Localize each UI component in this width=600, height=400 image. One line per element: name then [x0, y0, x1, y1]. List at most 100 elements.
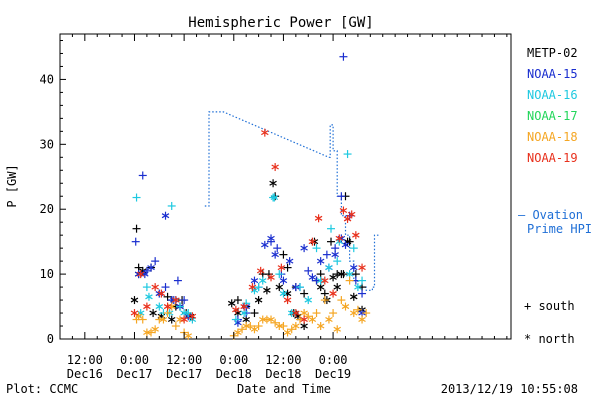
north-marker-arm [308, 317, 317, 323]
north-marker [269, 179, 277, 188]
north-marker-arm [263, 287, 271, 293]
north-marker-arm [130, 297, 139, 303]
south-marker [279, 250, 288, 259]
north-marker [155, 302, 164, 311]
south-marker [171, 322, 180, 331]
north-marker-arm [335, 235, 344, 241]
north-marker [350, 263, 358, 272]
north-marker-arm [331, 252, 339, 258]
north-marker-arm [248, 284, 257, 290]
north-marker [331, 250, 339, 259]
north-marker [130, 296, 139, 305]
north-marker [172, 296, 180, 305]
north-marker [188, 312, 197, 321]
south-marker [343, 150, 352, 159]
north-marker-arm [145, 294, 153, 300]
y-axis: 0 10 20 30 40 [40, 39, 66, 346]
north-marker [283, 296, 292, 305]
north-marker [147, 263, 155, 272]
north-marker [151, 283, 159, 292]
north-marker [308, 237, 317, 246]
footer-right: 2013/12/19 10:55:08 [441, 382, 578, 396]
north-marker-arm [240, 304, 248, 310]
north-marker [151, 325, 159, 334]
north-marker [256, 266, 265, 275]
south-marker [283, 263, 292, 272]
south-marker [287, 325, 296, 334]
north-marker-arm [343, 216, 352, 222]
north-marker-arm [358, 310, 366, 316]
north-marker [130, 309, 139, 318]
north-marker-arm [232, 307, 240, 313]
north-marker [350, 309, 358, 318]
north-marker-arm [343, 239, 352, 245]
north-marker-arm [350, 294, 358, 300]
north-marker [159, 315, 168, 324]
north-marker-arm [279, 291, 288, 297]
ovation-label-line1: — Ovation [518, 208, 583, 222]
north-marker-arm [134, 313, 143, 319]
north-marker-arm [316, 284, 325, 290]
north-marker [275, 322, 284, 331]
south-marker [337, 296, 346, 305]
south-marker [180, 296, 189, 305]
marker-layer [130, 52, 371, 340]
north-marker-arm [292, 323, 300, 329]
x-tick-label-date: Dec17 [166, 367, 202, 381]
x-tick-label-date: Dec17 [116, 367, 152, 381]
y-tick-label: 20 [40, 202, 54, 216]
x-tick-label-date: Dec19 [315, 367, 351, 381]
north-marker [308, 315, 317, 324]
south-marker [231, 315, 240, 324]
plot-frame [59, 33, 512, 340]
legend-entry-metp-02: METP-02 [527, 46, 578, 60]
north-marker [248, 283, 257, 292]
south-marker [184, 309, 193, 318]
south-marker [327, 224, 336, 233]
north-marker [283, 328, 292, 337]
north-marker-arm [341, 242, 350, 248]
north-marker [180, 315, 188, 324]
north-marker-arm [277, 265, 286, 271]
north-marker [270, 193, 279, 202]
south-marker [279, 322, 288, 331]
north-marker-arm [161, 213, 170, 219]
north-marker [261, 240, 269, 249]
south-marker [358, 276, 367, 285]
south-marker [155, 315, 164, 324]
south-marker [327, 237, 336, 246]
south-marker [329, 309, 338, 318]
north-marker [300, 244, 308, 253]
south-marker [312, 244, 321, 253]
south-marker [262, 315, 271, 324]
north-marker [271, 163, 279, 172]
north-marker-arm [147, 265, 155, 271]
north-marker-arm [267, 274, 275, 280]
north-marker [333, 325, 341, 334]
north-marker-arm [167, 317, 176, 323]
north-marker-arm [163, 304, 172, 310]
north-marker [184, 331, 193, 340]
north-marker-arm [184, 333, 193, 339]
north-marker-arm [350, 310, 358, 316]
north-marker [263, 286, 271, 295]
north-marker-arm [292, 310, 300, 316]
north-marker-arm [240, 310, 248, 316]
north-marker-arm [269, 180, 277, 186]
north-marker [143, 302, 151, 311]
north-marker-arm [275, 323, 284, 329]
north-marker [136, 270, 145, 279]
north-marker-arm [180, 310, 188, 316]
legend-entry-noaa-16: NOAA-16 [527, 88, 578, 102]
north-marker [304, 296, 313, 305]
north-marker [341, 240, 350, 249]
south-marker [142, 283, 151, 292]
ovation-label-line2: Prime HPI [527, 222, 592, 236]
north-marker-arm [261, 242, 269, 248]
north-marker [240, 302, 248, 311]
north-marker [161, 211, 170, 220]
north-marker-arm [149, 310, 157, 316]
north-marker-arm [151, 326, 159, 332]
legend-entry-noaa-17: NOAA-17 [527, 109, 578, 123]
north-marker-arm [325, 317, 333, 323]
